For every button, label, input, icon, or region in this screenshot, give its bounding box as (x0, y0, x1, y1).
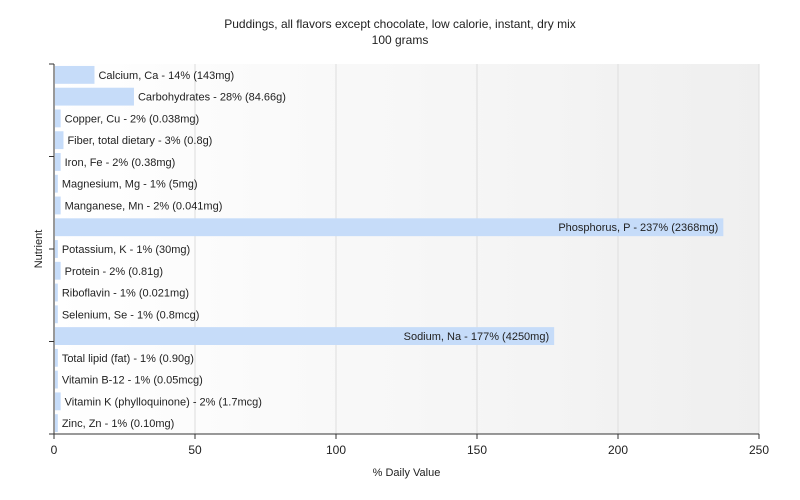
y-axis-title: Nutrient (33, 230, 45, 269)
bar-label: Iron, Fe - 2% (0.38mg) (65, 157, 176, 169)
bar-labels: Calcium, Ca - 14% (143mg) Carbohydrates -… (62, 70, 719, 430)
bar-label: Fiber, total dietary - 3% (0.8g) (67, 135, 212, 147)
bar (55, 109, 61, 128)
bar-label: Vitamin K (phylloquinone) - 2% (1.7mcg) (65, 396, 262, 408)
bar (55, 392, 61, 411)
bar-label: Total lipid (fat) - 1% (0.90g) (62, 353, 194, 365)
bar (55, 261, 61, 280)
plot-area (54, 64, 759, 434)
bar (55, 283, 58, 302)
x-tick-label: 100 (326, 443, 346, 457)
bar (55, 196, 61, 215)
x-tick-label: 50 (188, 443, 202, 457)
bar (55, 370, 58, 389)
bar-label: Manganese, Mn - 2% (0.041mg) (65, 200, 223, 212)
bars (55, 65, 724, 433)
bar (55, 240, 58, 258)
bar-label: Vitamin B-12 - 1% (0.05mcg) (62, 375, 203, 387)
x-tick-label: 200 (608, 443, 628, 457)
chart-title-text: Puddings, all flavors except chocolate, … (224, 17, 576, 31)
bar-label: Potassium, K - 1% (30mg) (62, 244, 190, 256)
bar-label: Zinc, Zn - 1% (0.10mg) (62, 418, 174, 430)
bar (55, 131, 64, 150)
bar (55, 348, 58, 367)
bar-label: Sodium, Na - 177% (4250mg) (404, 331, 550, 343)
grid-lines (194, 64, 760, 434)
bar-label: Calcium, Ca - 14% (143mg) (98, 70, 234, 82)
bar-label: Copper, Cu - 2% (0.038mg) (65, 113, 200, 125)
chart-subtitle: 100 grams (371, 33, 429, 47)
bar (55, 174, 58, 193)
bar (55, 87, 134, 106)
x-tick-label: 0 (51, 443, 58, 457)
bar-label: Riboflavin - 1% (0.021mg) (62, 288, 189, 300)
bar (55, 218, 724, 237)
bar (55, 153, 61, 171)
bar-label: Phosphorus, P - 237% (2368mg) (558, 222, 718, 234)
bar (55, 65, 95, 84)
x-tick-label: 150 (467, 443, 487, 457)
bar-label: Selenium, Se - 1% (0.8mcg) (62, 309, 200, 321)
bar (55, 305, 58, 324)
x-tick-label: 250 (749, 443, 769, 457)
axes: 0 50 100 150 200 250 (49, 63, 769, 457)
x-axis-title: % Daily Value (373, 467, 441, 479)
bar-label: Protein - 2% (0.81g) (65, 266, 163, 278)
bar-label: Magnesium, Mg - 1% (5mg) (62, 179, 198, 191)
bar-label: Carbohydrates - 28% (84.66g) (138, 92, 286, 104)
bar (55, 414, 58, 433)
bar (55, 327, 555, 345)
chart-title: Puddings, all flavors except chocolate, … (0, 16, 800, 48)
